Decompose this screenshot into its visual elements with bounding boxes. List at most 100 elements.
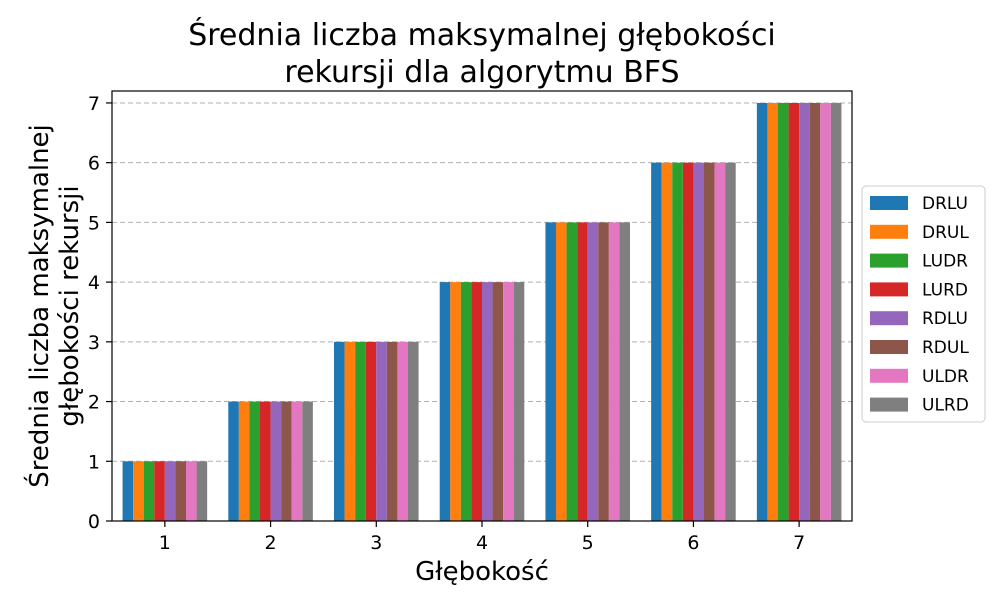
- bar-lurd-7: [788, 102, 800, 521]
- y-tick-label: 2: [88, 392, 100, 414]
- x-axis-ticks: 1 2 3 4 5 6 7: [159, 521, 805, 554]
- legend-label-rdul: RDUL: [922, 338, 969, 358]
- bar-rdul-6: [704, 162, 715, 521]
- bar-drlu-6: [651, 162, 662, 521]
- y-tick-label: 3: [88, 332, 100, 354]
- legend-label-lurd: LURD: [922, 280, 968, 300]
- legend-label-uldr: ULDR: [922, 367, 969, 387]
- bar-drul-2: [238, 401, 250, 521]
- bar-rdul-5: [598, 222, 609, 521]
- bar-rdul-2: [281, 401, 292, 521]
- x-axis-label: Głębokość: [415, 557, 549, 587]
- bar-ulrd-6: [725, 162, 736, 521]
- bar-drlu-7: [756, 102, 768, 521]
- legend-swatch-lurd: [870, 282, 908, 297]
- bar-lurd-5: [577, 222, 588, 521]
- bar-uldr-3: [397, 341, 408, 521]
- legend-swatch-rdul: [870, 340, 908, 354]
- legend-label-drul: DRUL: [922, 223, 969, 243]
- bar-ludr-4: [460, 282, 472, 521]
- legend-swatch-uldr: [870, 368, 908, 383]
- y-axis-label-line1: Średnia liczba maksymalnej: [23, 124, 55, 488]
- bar-lurd-3: [365, 341, 377, 521]
- x-tick-label: 6: [687, 532, 699, 554]
- bar-ludr-1: [143, 461, 155, 521]
- x-tick-label: 1: [159, 532, 171, 554]
- bar-uldr-1: [186, 461, 197, 521]
- y-axis-label: Średnia liczba maksymalnej głębokości re…: [23, 124, 85, 488]
- y-axis-label-line2: głębokości rekursji: [55, 185, 85, 426]
- legend-swatch-drul: [870, 224, 908, 239]
- bar-uldr-5: [608, 222, 620, 521]
- chart-title-line1: Średnia liczba maksymalnej głębokości: [188, 16, 776, 53]
- bar-drlu-3: [334, 341, 345, 521]
- bar-rdlu-6: [693, 162, 704, 521]
- bar-ulrd-4: [513, 282, 525, 521]
- y-tick-label: 4: [88, 272, 100, 294]
- legend-swatch-ulrd: [870, 397, 908, 412]
- bar-drul-7: [767, 102, 778, 521]
- bar-drlu-2: [228, 401, 239, 521]
- bar-ludr-7: [778, 102, 789, 521]
- bar-rdlu-2: [270, 401, 282, 521]
- bar-rdlu-3: [376, 341, 387, 521]
- bar-drul-5: [556, 222, 567, 521]
- bar-rdlu-1: [164, 461, 176, 521]
- legend-swatch-rdlu: [870, 311, 908, 326]
- x-tick-label: 7: [793, 532, 805, 554]
- bar-uldr-6: [714, 162, 726, 521]
- x-tick-label: 3: [370, 532, 382, 554]
- bar-ulrd-7: [830, 102, 842, 521]
- bar-ludr-3: [355, 341, 366, 521]
- y-tick-label: 0: [88, 511, 100, 533]
- bar-rdul-4: [492, 282, 504, 521]
- bar-rdlu-7: [799, 102, 810, 521]
- bar-drul-1: [133, 461, 144, 521]
- bar-ulrd-5: [619, 222, 630, 521]
- bar-lurd-2: [260, 401, 271, 521]
- bar-rdlu-5: [587, 222, 599, 521]
- bar-ulrd-3: [408, 341, 419, 521]
- legend-label-drlu: DRLU: [922, 194, 968, 214]
- legend-swatch-ludr: [870, 253, 908, 268]
- y-tick-label: 1: [88, 451, 100, 473]
- legend-label-rdlu: RDLU: [922, 309, 968, 329]
- y-axis-ticks: 0 1 2 3 4 5 6 7: [88, 93, 112, 533]
- bar-uldr-4: [503, 282, 514, 521]
- x-tick-label: 2: [265, 532, 277, 554]
- bar-ulrd-2: [302, 401, 313, 521]
- bar-drul-4: [450, 282, 461, 521]
- bar-drul-3: [344, 341, 356, 521]
- bar-rdul-7: [809, 102, 821, 521]
- bar-ulrd-1: [196, 461, 208, 521]
- y-tick-label: 5: [88, 212, 100, 234]
- bar-uldr-7: [820, 102, 831, 521]
- bar-lurd-6: [682, 162, 694, 521]
- bar-lurd-4: [471, 282, 482, 521]
- bar-drlu-5: [545, 222, 556, 521]
- legend-swatch-drlu: [870, 196, 908, 210]
- legend: DRLU DRUL LUDR LURD RDLU RDUL ULDR ULRD: [861, 185, 986, 423]
- legend-label-ulrd: ULRD: [922, 396, 969, 416]
- bar-drlu-4: [439, 282, 451, 521]
- bar-ludr-5: [566, 222, 578, 521]
- bar-ludr-2: [249, 401, 260, 521]
- bar-ludr-6: [672, 162, 683, 521]
- bar-rdlu-4: [482, 282, 493, 521]
- legend-box: [861, 185, 986, 423]
- legend-label-ludr: LUDR: [922, 252, 968, 272]
- x-tick-label: 5: [582, 532, 594, 554]
- bar-lurd-1: [154, 461, 165, 521]
- chart-title-line2: rekursji dla algorytmu BFS: [284, 55, 679, 90]
- bar-drul-6: [661, 162, 673, 521]
- y-tick-label: 7: [88, 93, 100, 115]
- bar-rdul-3: [386, 341, 398, 521]
- bar-rdul-1: [175, 461, 186, 521]
- x-tick-label: 4: [476, 532, 488, 554]
- bar-drlu-1: [122, 461, 134, 521]
- y-tick-label: 6: [88, 153, 100, 175]
- bar-uldr-2: [291, 401, 303, 521]
- bars: [122, 102, 842, 521]
